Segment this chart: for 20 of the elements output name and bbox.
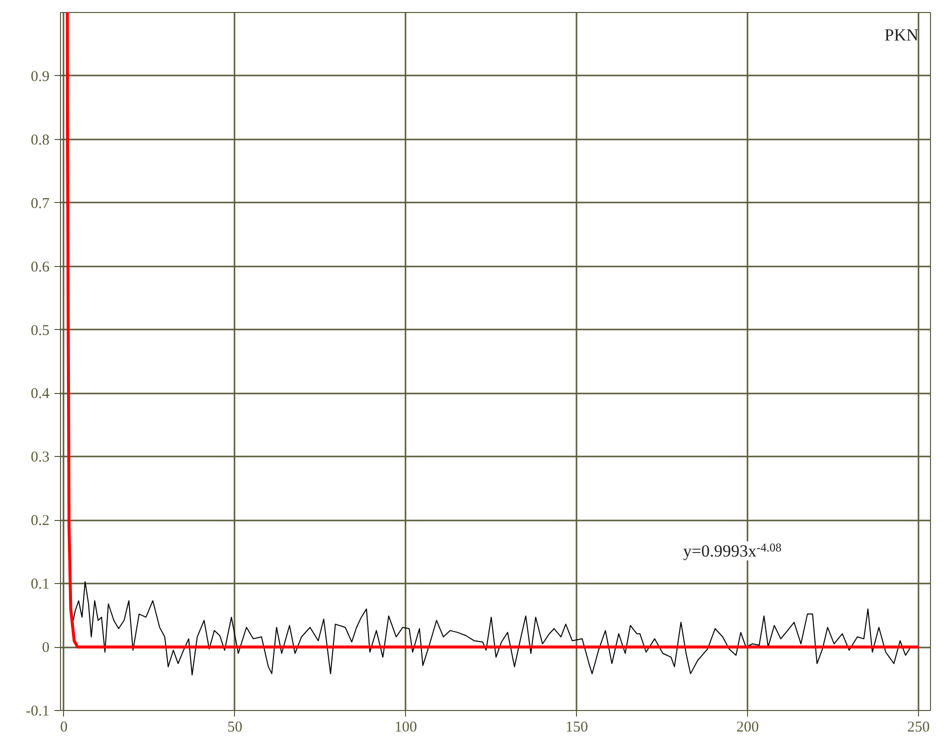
y-tick-label: 0.6 [30,259,50,276]
x-tick-label: 200 [736,720,759,736]
y-tick-label: -0.1 [26,704,50,720]
x-tick-label: 150 [565,720,588,736]
y-tick-label: 0.1 [30,576,50,593]
y-tick-label: 0.2 [30,513,50,530]
y-tick-label: 0 [42,640,50,656]
y-tick-label: 0.3 [30,450,50,466]
line-series [71,581,912,676]
x-tick-label: 250 [907,720,930,736]
text: PKN [884,26,919,44]
y-tick-label: 0.9 [30,68,50,85]
x-tick-label: 50 [227,720,242,736]
y-tick-label: 0.5 [30,322,50,339]
x-tick-label: 100 [394,720,418,736]
x-tick-label: 0 [60,720,68,736]
y-tick-label: 0.4 [30,386,50,402]
y-tick-label: 0.7 [30,196,50,212]
line-series [66,12,920,649]
y-tick-label: 0.8 [30,132,50,148]
